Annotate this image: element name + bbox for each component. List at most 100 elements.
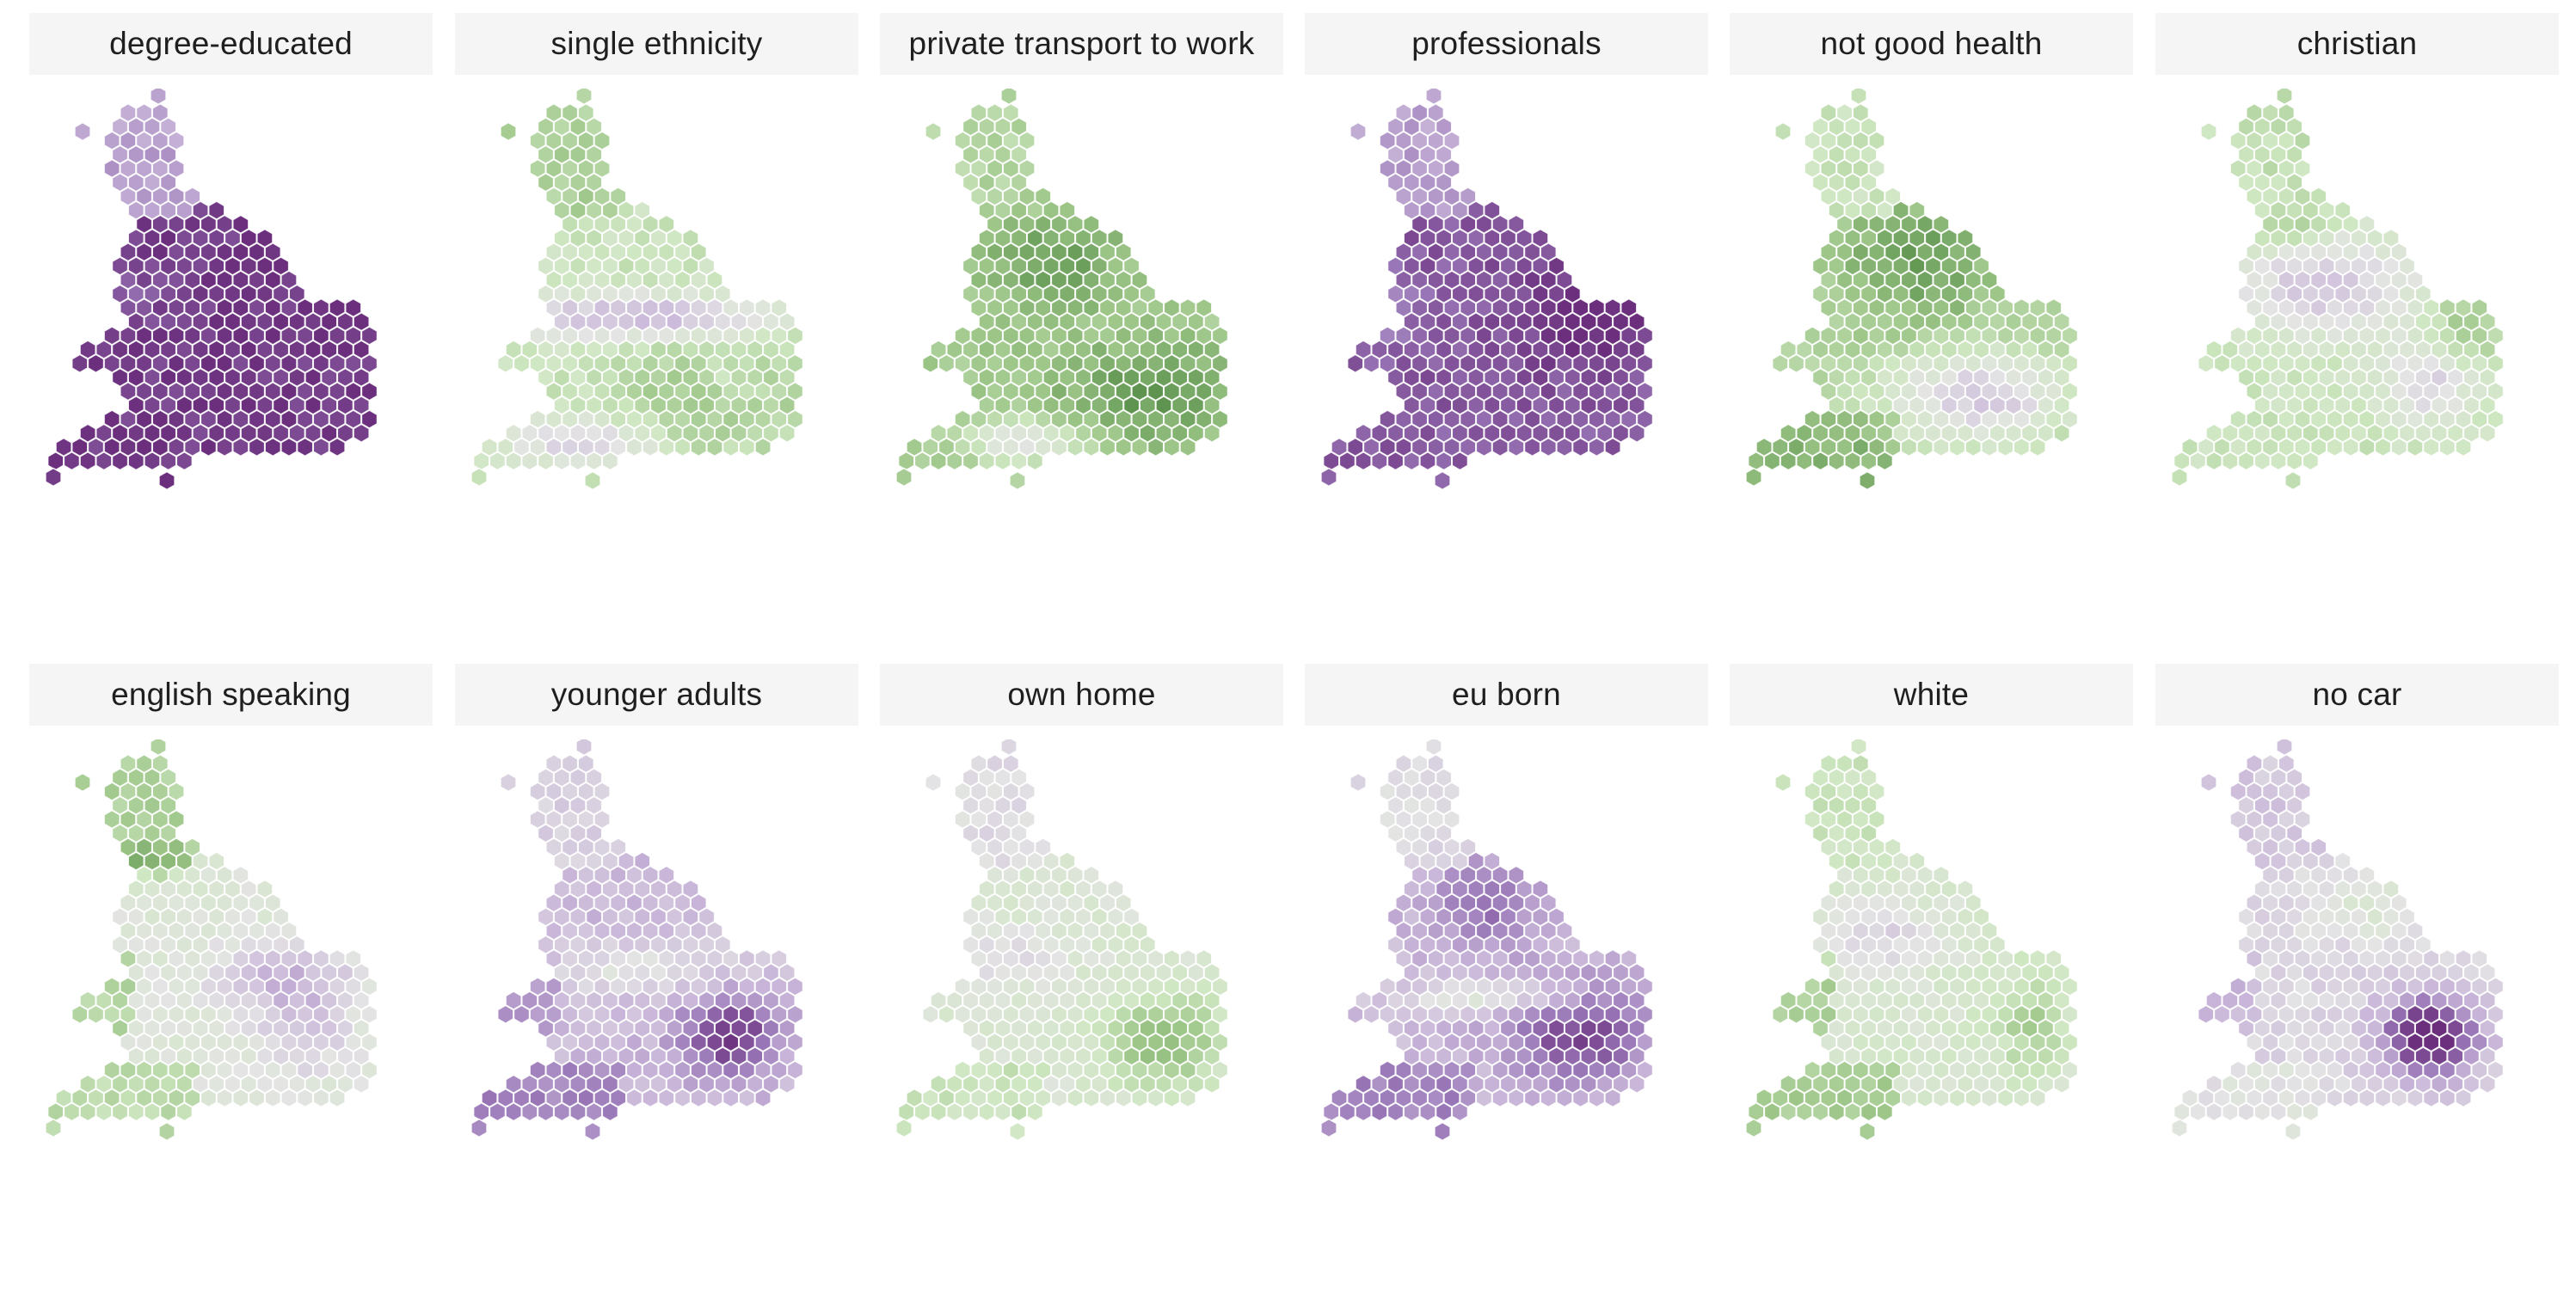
hexmap-younger_adults	[455, 739, 858, 1298]
hex-cell	[2029, 437, 2046, 457]
hex-cell	[232, 437, 249, 457]
hex-cell	[1083, 1088, 1100, 1108]
hex-cell	[353, 423, 370, 444]
hex-cell	[2222, 1101, 2239, 1122]
hex-cell	[625, 1088, 643, 1108]
hex-cell	[1964, 437, 1982, 457]
hex-cell	[1338, 1101, 1356, 1122]
hex-cell	[962, 451, 980, 471]
hex-cell	[2302, 451, 2320, 471]
hex-cell	[2342, 1088, 2359, 1108]
hex-cell	[2479, 423, 2496, 444]
hex-cell	[2438, 437, 2456, 457]
hex-cell	[895, 467, 913, 488]
hexmap-svg	[895, 89, 1229, 491]
hex-cell	[71, 1004, 89, 1025]
hex-cell	[2198, 353, 2215, 374]
hex-cell	[1386, 451, 1405, 471]
panel-professionals: professionals	[1305, 13, 1708, 649]
hex-cell	[1763, 451, 1781, 471]
hex-cell	[489, 451, 507, 471]
hex-cell	[642, 1088, 659, 1108]
panel-title: christian	[2155, 13, 2559, 75]
hex-cell	[2189, 1101, 2207, 1122]
hex-cell	[1323, 451, 1340, 471]
hex-cell	[1010, 451, 1028, 471]
hexmap-svg	[895, 739, 1229, 1142]
hexmap-single_ethnicity	[455, 89, 858, 647]
hex-cell	[329, 437, 346, 457]
hex-cell	[87, 1004, 105, 1025]
hex-cell	[2237, 451, 2255, 471]
hex-cell	[473, 1101, 490, 1122]
hex-cell	[2479, 1074, 2496, 1095]
hex-cell	[625, 437, 643, 457]
hex-cell	[1900, 437, 1918, 457]
hexmap-white	[1730, 739, 2133, 1298]
hex-cell	[553, 451, 570, 471]
hexmap-christian	[2155, 89, 2559, 647]
hexmap-svg	[45, 89, 378, 491]
hex-cell	[1163, 437, 1181, 457]
hex-cell	[159, 1101, 177, 1122]
hex-cell	[1780, 451, 1797, 471]
hex-cell	[1050, 437, 1068, 457]
hex-cell	[2270, 1101, 2287, 1122]
hex-cell	[2171, 1118, 2188, 1138]
hex-cell	[1774, 121, 1792, 142]
hex-cell	[2374, 437, 2392, 457]
hex-cell	[1981, 1088, 1998, 1108]
hex-cell	[45, 1118, 62, 1138]
hex-cell	[1876, 1101, 1894, 1122]
hex-cell	[962, 1101, 980, 1122]
hex-cell	[938, 353, 956, 374]
panel-title: professionals	[1305, 13, 1708, 75]
hex-cell	[1796, 451, 1813, 471]
hex-cell	[778, 1074, 796, 1095]
hex-cell	[1850, 89, 1867, 106]
hex-cell	[232, 1088, 249, 1108]
hex-cell	[1981, 437, 1998, 457]
hex-cell	[2213, 353, 2231, 374]
hex-cell	[1403, 451, 1420, 471]
hex-cell	[1403, 1101, 1420, 1122]
hex-cell	[2326, 437, 2344, 457]
hex-cell	[930, 1101, 947, 1122]
hex-cell	[111, 1101, 129, 1122]
hex-cell	[2455, 1088, 2472, 1108]
hex-cell	[1451, 451, 1469, 471]
hex-cell	[513, 1004, 531, 1025]
hex-cell	[601, 451, 619, 471]
hex-cell	[2253, 451, 2271, 471]
hex-cell	[569, 451, 587, 471]
hex-cell	[47, 1101, 65, 1122]
hex-cell	[1556, 1088, 1573, 1108]
panel-title: younger adults	[455, 664, 858, 726]
panel-christian: christian	[2155, 13, 2559, 649]
hex-cell	[489, 1101, 507, 1122]
hex-cell	[2200, 121, 2217, 142]
hex-cell	[1026, 451, 1044, 471]
hex-cell	[1859, 470, 1876, 491]
hex-cell	[1948, 1088, 1966, 1108]
panel-title: private transport to work	[880, 13, 1283, 75]
hex-cell	[1948, 437, 1966, 457]
hexmap-private_transport	[880, 89, 1283, 647]
hex-cell	[329, 1088, 346, 1108]
hex-cell	[1588, 437, 1606, 457]
hex-cell	[922, 1004, 939, 1025]
hex-cell	[2222, 451, 2239, 471]
hex-cell	[497, 353, 514, 374]
hex-cell	[312, 437, 330, 457]
hex-cell	[2422, 1088, 2440, 1108]
hex-cell	[1933, 437, 1950, 457]
hex-cell	[2407, 1088, 2424, 1108]
hex-cell	[553, 1101, 570, 1122]
panel-not_good_health: not good health	[1730, 13, 2133, 649]
hex-cell	[1850, 739, 1867, 757]
hex-cell	[1067, 437, 1084, 457]
hex-cell	[1434, 470, 1451, 491]
hexmap-english_speaking	[29, 739, 433, 1298]
hex-cell	[898, 1101, 915, 1122]
hex-cell	[2407, 437, 2424, 457]
